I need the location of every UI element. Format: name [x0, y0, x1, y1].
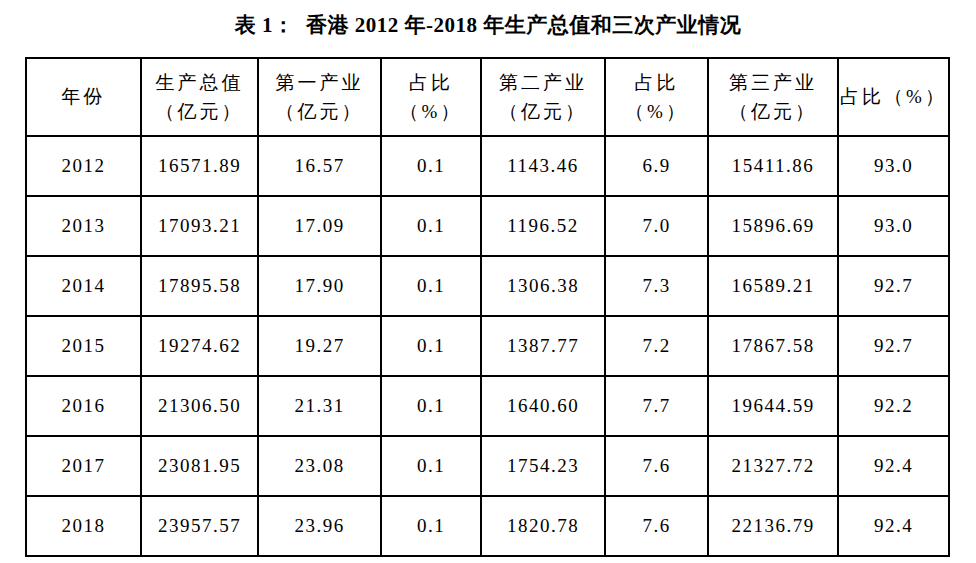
table-cell: 6.9	[605, 136, 708, 196]
table-cell: 0.1	[381, 436, 481, 496]
gdp-table: 年份生产总值（亿元）第一产业（亿元）占比（%）第二产业（亿元）占比（%）第三产业…	[25, 57, 950, 557]
table-cell: 7.6	[605, 496, 708, 556]
table-cell: 17895.58	[141, 256, 258, 316]
table-cell: 2014	[26, 256, 141, 316]
column-header: 占比（%）	[838, 58, 949, 136]
table-cell: 0.1	[381, 496, 481, 556]
document-page: 表 1： 香港 2012 年-2018 年生产总值和三次产业情况 年份生产总值（…	[0, 0, 976, 563]
table-cell: 23.08	[258, 436, 381, 496]
table-cell: 23081.95	[141, 436, 258, 496]
table-body: 201216571.8916.570.11143.466.915411.8693…	[26, 136, 949, 556]
table-cell: 0.1	[381, 136, 481, 196]
column-header: 第三产业（亿元）	[708, 58, 838, 136]
table-cell: 1143.46	[481, 136, 605, 196]
table-cell: 17.90	[258, 256, 381, 316]
table-row: 201823957.5723.960.11820.787.622136.7992…	[26, 496, 949, 556]
table-cell: 1754.23	[481, 436, 605, 496]
column-header: 占比（%）	[381, 58, 481, 136]
table-cell: 1196.52	[481, 196, 605, 256]
column-header: 年份	[26, 58, 141, 136]
column-header: 生产总值（亿元）	[141, 58, 258, 136]
table-cell: 7.6	[605, 436, 708, 496]
table-cell: 0.1	[381, 376, 481, 436]
table-cell: 15896.69	[708, 196, 838, 256]
column-header: 第一产业（亿元）	[258, 58, 381, 136]
table-cell: 23.96	[258, 496, 381, 556]
table-cell: 93.0	[838, 196, 949, 256]
table-cell: 15411.86	[708, 136, 838, 196]
table-cell: 16571.89	[141, 136, 258, 196]
table-row: 201621306.5021.310.11640.607.719644.5992…	[26, 376, 949, 436]
table-cell: 19644.59	[708, 376, 838, 436]
table-row: 201417895.5817.900.11306.387.316589.2192…	[26, 256, 949, 316]
column-header: 占比（%）	[605, 58, 708, 136]
table-cell: 92.7	[838, 256, 949, 316]
table-cell: 2017	[26, 436, 141, 496]
table-row: 201317093.2117.090.11196.527.015896.6993…	[26, 196, 949, 256]
table-cell: 2013	[26, 196, 141, 256]
table-title: 表 1： 香港 2012 年-2018 年生产总值和三次产业情况	[0, 0, 976, 42]
table-cell: 2015	[26, 316, 141, 376]
column-header: 第二产业（亿元）	[481, 58, 605, 136]
table-cell: 16589.21	[708, 256, 838, 316]
table-cell: 0.1	[381, 196, 481, 256]
table-cell: 16.57	[258, 136, 381, 196]
table-row: 201216571.8916.570.11143.466.915411.8693…	[26, 136, 949, 196]
table-cell: 21.31	[258, 376, 381, 436]
table-cell: 93.0	[838, 136, 949, 196]
table-cell: 23957.57	[141, 496, 258, 556]
table-cell: 21306.50	[141, 376, 258, 436]
table-cell: 92.7	[838, 316, 949, 376]
table-cell: 2016	[26, 376, 141, 436]
table-cell: 7.2	[605, 316, 708, 376]
table-cell: 17.09	[258, 196, 381, 256]
table-cell: 22136.79	[708, 496, 838, 556]
table-cell: 7.7	[605, 376, 708, 436]
table-cell: 2012	[26, 136, 141, 196]
table-row: 201519274.6219.270.11387.777.217867.5892…	[26, 316, 949, 376]
table-cell: 0.1	[381, 316, 481, 376]
table-cell: 1306.38	[481, 256, 605, 316]
table-row: 201723081.9523.080.11754.237.621327.7292…	[26, 436, 949, 496]
table-cell: 92.4	[838, 496, 949, 556]
header-row: 年份生产总值（亿元）第一产业（亿元）占比（%）第二产业（亿元）占比（%）第三产业…	[26, 58, 949, 136]
table-cell: 17093.21	[141, 196, 258, 256]
table-cell: 19274.62	[141, 316, 258, 376]
table-cell: 19.27	[258, 316, 381, 376]
table-cell: 2018	[26, 496, 141, 556]
table-cell: 7.3	[605, 256, 708, 316]
table-cell: 1820.78	[481, 496, 605, 556]
table-cell: 7.0	[605, 196, 708, 256]
table-cell: 1640.60	[481, 376, 605, 436]
table-cell: 92.4	[838, 436, 949, 496]
table-cell: 21327.72	[708, 436, 838, 496]
table-cell: 92.2	[838, 376, 949, 436]
table-cell: 0.1	[381, 256, 481, 316]
table-cell: 1387.77	[481, 316, 605, 376]
table-cell: 17867.58	[708, 316, 838, 376]
